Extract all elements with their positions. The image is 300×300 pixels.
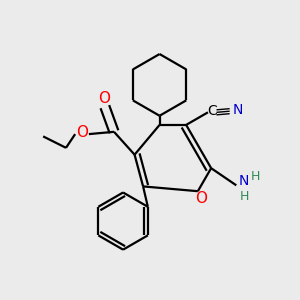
Text: H: H: [240, 190, 249, 203]
Text: O: O: [98, 91, 110, 106]
Text: N: N: [232, 103, 243, 117]
Text: N: N: [239, 174, 250, 188]
Text: O: O: [195, 190, 207, 206]
Text: C: C: [208, 104, 218, 118]
Text: O: O: [76, 125, 88, 140]
Text: H: H: [251, 170, 260, 183]
